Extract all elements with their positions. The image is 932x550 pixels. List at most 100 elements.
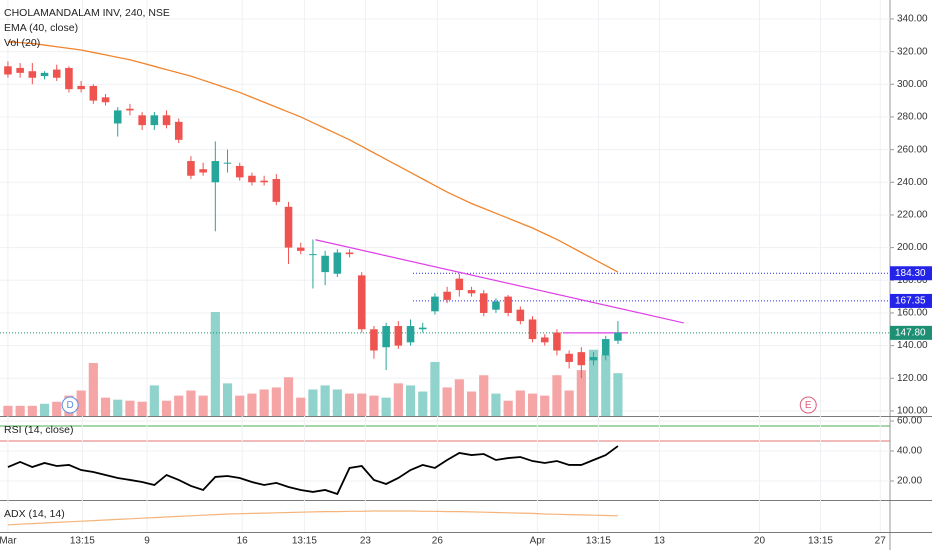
candle-body — [272, 179, 281, 202]
volume-bar — [405, 385, 416, 416]
volume-bar — [454, 379, 464, 416]
volume-bar — [344, 393, 355, 416]
y-tick-label: 180.00 — [897, 275, 928, 286]
volume-bar — [320, 385, 330, 416]
x-tick-label: 13 — [654, 536, 666, 547]
candle-body — [492, 301, 500, 310]
candle-body — [516, 309, 525, 322]
candle-body — [418, 327, 427, 330]
volume-bar — [3, 405, 13, 416]
y-tick-label: 160.00 — [897, 308, 928, 319]
candle-body — [321, 255, 329, 273]
x-tick-label: 13:15 — [808, 536, 833, 547]
level-label: 147.80 — [895, 328, 926, 339]
legend-volume: Vol (20) — [4, 37, 40, 49]
y-tick-label: 340.00 — [897, 14, 928, 25]
volume-bar — [222, 383, 233, 416]
y-tick-label: 100.00 — [897, 406, 928, 417]
candle-body — [284, 206, 293, 248]
volume-bar — [100, 397, 111, 416]
level-label: 167.35 — [895, 296, 926, 307]
candle-body — [89, 85, 98, 101]
volume-bar — [149, 385, 159, 416]
candle-body — [455, 278, 464, 291]
y-tick-label: 40.00 — [897, 446, 922, 457]
candle-body — [199, 169, 207, 173]
candle-body — [479, 293, 488, 313]
candle-body — [162, 115, 171, 126]
volume-bar — [15, 405, 25, 416]
candle-body — [4, 66, 12, 75]
volume-bar — [76, 390, 86, 416]
candle-body — [77, 85, 85, 90]
grid — [0, 0, 894, 532]
candle-body — [589, 357, 598, 361]
candle-body — [126, 108, 134, 111]
level-tag — [890, 325, 932, 340]
volume-bar — [271, 387, 281, 416]
volume-bar — [515, 390, 525, 416]
volume-bar — [527, 393, 538, 416]
volume-bar — [418, 391, 428, 416]
adx-title: ADX (14, 14) — [4, 508, 65, 520]
volume-bar — [332, 389, 342, 416]
trend-line — [315, 239, 684, 324]
y-tick-label: 240.00 — [897, 177, 928, 188]
y-tick-label: 60.00 — [897, 416, 922, 427]
volume-bar — [198, 395, 208, 416]
volume-bar — [52, 401, 62, 416]
volume-bar — [88, 362, 98, 416]
candle-body — [309, 254, 317, 256]
volume-bar — [137, 401, 147, 416]
event-marker — [799, 396, 817, 414]
candle-body — [382, 326, 390, 348]
volume-bar — [259, 389, 269, 416]
y-tick-label: 20.00 — [897, 476, 922, 487]
candle-body — [28, 71, 37, 78]
volume-bar — [552, 375, 562, 416]
volume-bar — [381, 397, 391, 416]
x-tick-label: Apr — [530, 536, 546, 547]
level-tag — [890, 266, 932, 281]
candle-body — [467, 290, 476, 294]
x-tick-label: 20 — [754, 536, 766, 547]
volume-bar — [161, 400, 172, 416]
ema-line — [7, 41, 619, 273]
x-tick-label: 27 — [875, 536, 887, 547]
plot-layer — [0, 41, 890, 526]
volume-bar — [540, 395, 550, 416]
y-tick-label: 220.00 — [897, 210, 928, 221]
indicator-line — [7, 445, 619, 496]
volume-bar — [296, 397, 306, 416]
candle-body — [565, 353, 573, 362]
volume-bar — [503, 400, 513, 416]
y-tick-label: 260.00 — [897, 144, 928, 155]
candle-body — [174, 121, 183, 140]
candle-body — [223, 162, 232, 164]
volume-bar — [491, 393, 501, 416]
x-tick-label: 9 — [144, 536, 150, 547]
volume-bar — [466, 391, 477, 416]
volume-bar — [442, 387, 452, 416]
y-tick-label: 200.00 — [897, 242, 928, 253]
candle-body — [187, 161, 195, 176]
volume-bar — [247, 393, 257, 416]
level-tag — [890, 293, 932, 308]
legend-ema: EMA (40, close) — [4, 22, 78, 34]
volume-bar — [174, 395, 184, 416]
volume-bar — [113, 399, 123, 416]
candle-body — [150, 115, 159, 126]
candle-body — [406, 326, 415, 343]
candle-body — [113, 110, 122, 124]
candle-body — [101, 97, 110, 103]
volume-bar — [186, 390, 196, 416]
candle-body — [52, 69, 61, 78]
chart-title: CHOLAMANDALAM INV, 240, NSE — [4, 7, 170, 19]
candle-body — [333, 252, 342, 274]
event-label: E — [805, 400, 812, 411]
volume-bar — [430, 361, 440, 416]
volume-bar — [369, 395, 379, 416]
candle-body — [504, 296, 512, 313]
volume-bar — [588, 349, 599, 416]
candle-body — [431, 296, 439, 312]
